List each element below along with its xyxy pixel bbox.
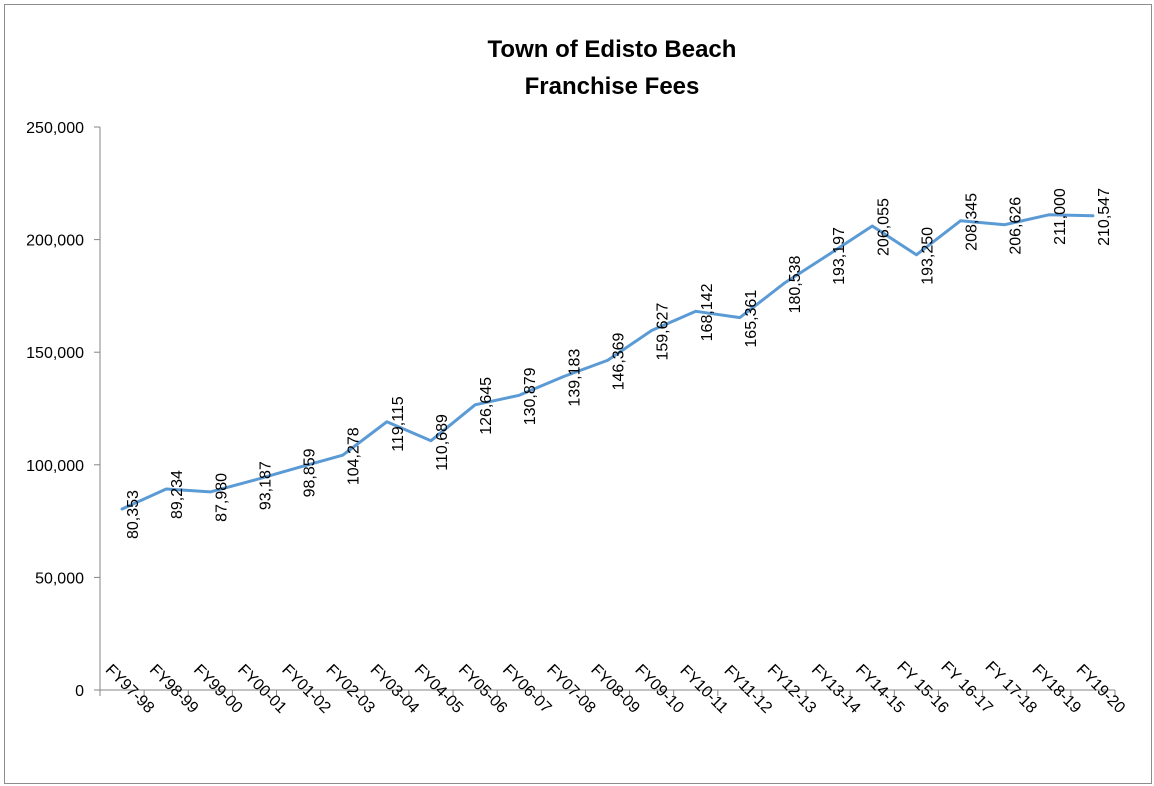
data-label: 93,187 — [257, 461, 274, 510]
x-tick-label-group: FY97-98FY98-99FY99-00FY00-01FY01-02FY02-… — [102, 658, 1128, 716]
x-tick-label: FY19-20 — [1073, 661, 1128, 716]
data-label: 146,369 — [611, 332, 628, 390]
data-label: 98,859 — [302, 448, 319, 497]
x-tick-label: FY09-10 — [631, 661, 686, 716]
chart-subtitle: Franchise Fees — [525, 73, 700, 100]
data-label: 119,115 — [390, 396, 407, 452]
data-label: 139,183 — [566, 349, 583, 407]
series-line — [120, 213, 1095, 511]
chart-title: Town of Edisto Beach — [488, 36, 737, 63]
series-line-group — [120, 213, 1095, 511]
y-tick-label: 50,000 — [35, 570, 84, 587]
data-label: 80,353 — [125, 490, 142, 539]
data-label: 104,278 — [346, 427, 363, 485]
data-label: 87,980 — [213, 473, 230, 522]
y-tick-label: 100,000 — [26, 458, 84, 475]
data-label: 210,547 — [1096, 188, 1113, 246]
chart-frame — [4, 4, 1152, 784]
data-label: 206,626 — [1008, 197, 1025, 255]
data-label: 159,627 — [655, 303, 672, 361]
data-label: 89,234 — [169, 470, 186, 519]
data-label: 211,000 — [1052, 188, 1069, 245]
y-tick-label: 0 — [75, 683, 84, 700]
y-tick-label: 200,000 — [26, 233, 84, 250]
data-label: 126,645 — [478, 377, 495, 435]
data-label: 206,055 — [875, 198, 892, 256]
data-label: 193,197 — [831, 227, 848, 285]
data-label: 130,879 — [522, 367, 539, 425]
y-tick-label: 150,000 — [26, 345, 84, 362]
y-tick-label: 250,000 — [26, 120, 84, 137]
data-label: 168,142 — [699, 283, 716, 341]
axes: 0 50,000 100,000 150,000 200,000 250,000 — [26, 120, 1116, 700]
data-label: 110,689 — [434, 414, 451, 471]
data-label: 193,250 — [919, 227, 936, 285]
data-label: 165,361 — [743, 290, 760, 348]
data-label: 208,345 — [964, 193, 981, 251]
data-label-group: 80,353 89,234 87,980 93,187 98,859 104,278 119… — [125, 188, 1113, 539]
data-label: 180,538 — [787, 255, 804, 313]
